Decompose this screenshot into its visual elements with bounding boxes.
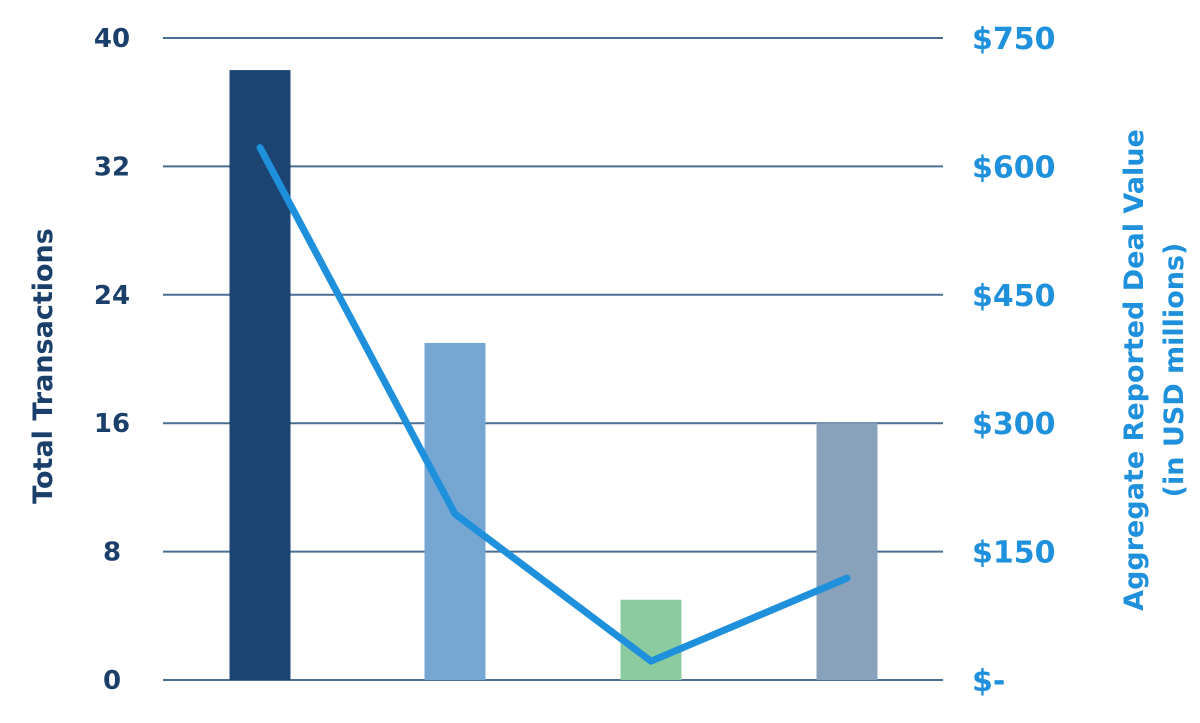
y2-tick-label: $300: [972, 407, 1056, 442]
y-tick-label: 8: [103, 538, 121, 568]
y-axis-label: Total Transactions: [28, 228, 59, 504]
y2-tick-label: $450: [972, 279, 1056, 314]
y2-tick-label: $600: [972, 150, 1056, 185]
y-tick-label: 16: [94, 409, 130, 439]
bar: [621, 600, 682, 680]
y-tick-label: 0: [103, 666, 121, 696]
y2-axis-label-line2: (in USD millions): [1159, 243, 1190, 498]
y-tick-label: 32: [94, 152, 130, 182]
y-tick-label: 24: [94, 281, 130, 311]
y-tick-label: 40: [94, 24, 130, 54]
bar: [230, 70, 291, 680]
bar: [817, 423, 878, 680]
y2-axis-label-line1: Aggregate Reported Deal Value: [1119, 129, 1150, 611]
y2-tick-label: $150: [972, 536, 1056, 571]
y2-tick-label: $750: [972, 22, 1056, 57]
deal-value-line: [260, 148, 847, 662]
y2-tick-label: $-: [972, 664, 1005, 699]
